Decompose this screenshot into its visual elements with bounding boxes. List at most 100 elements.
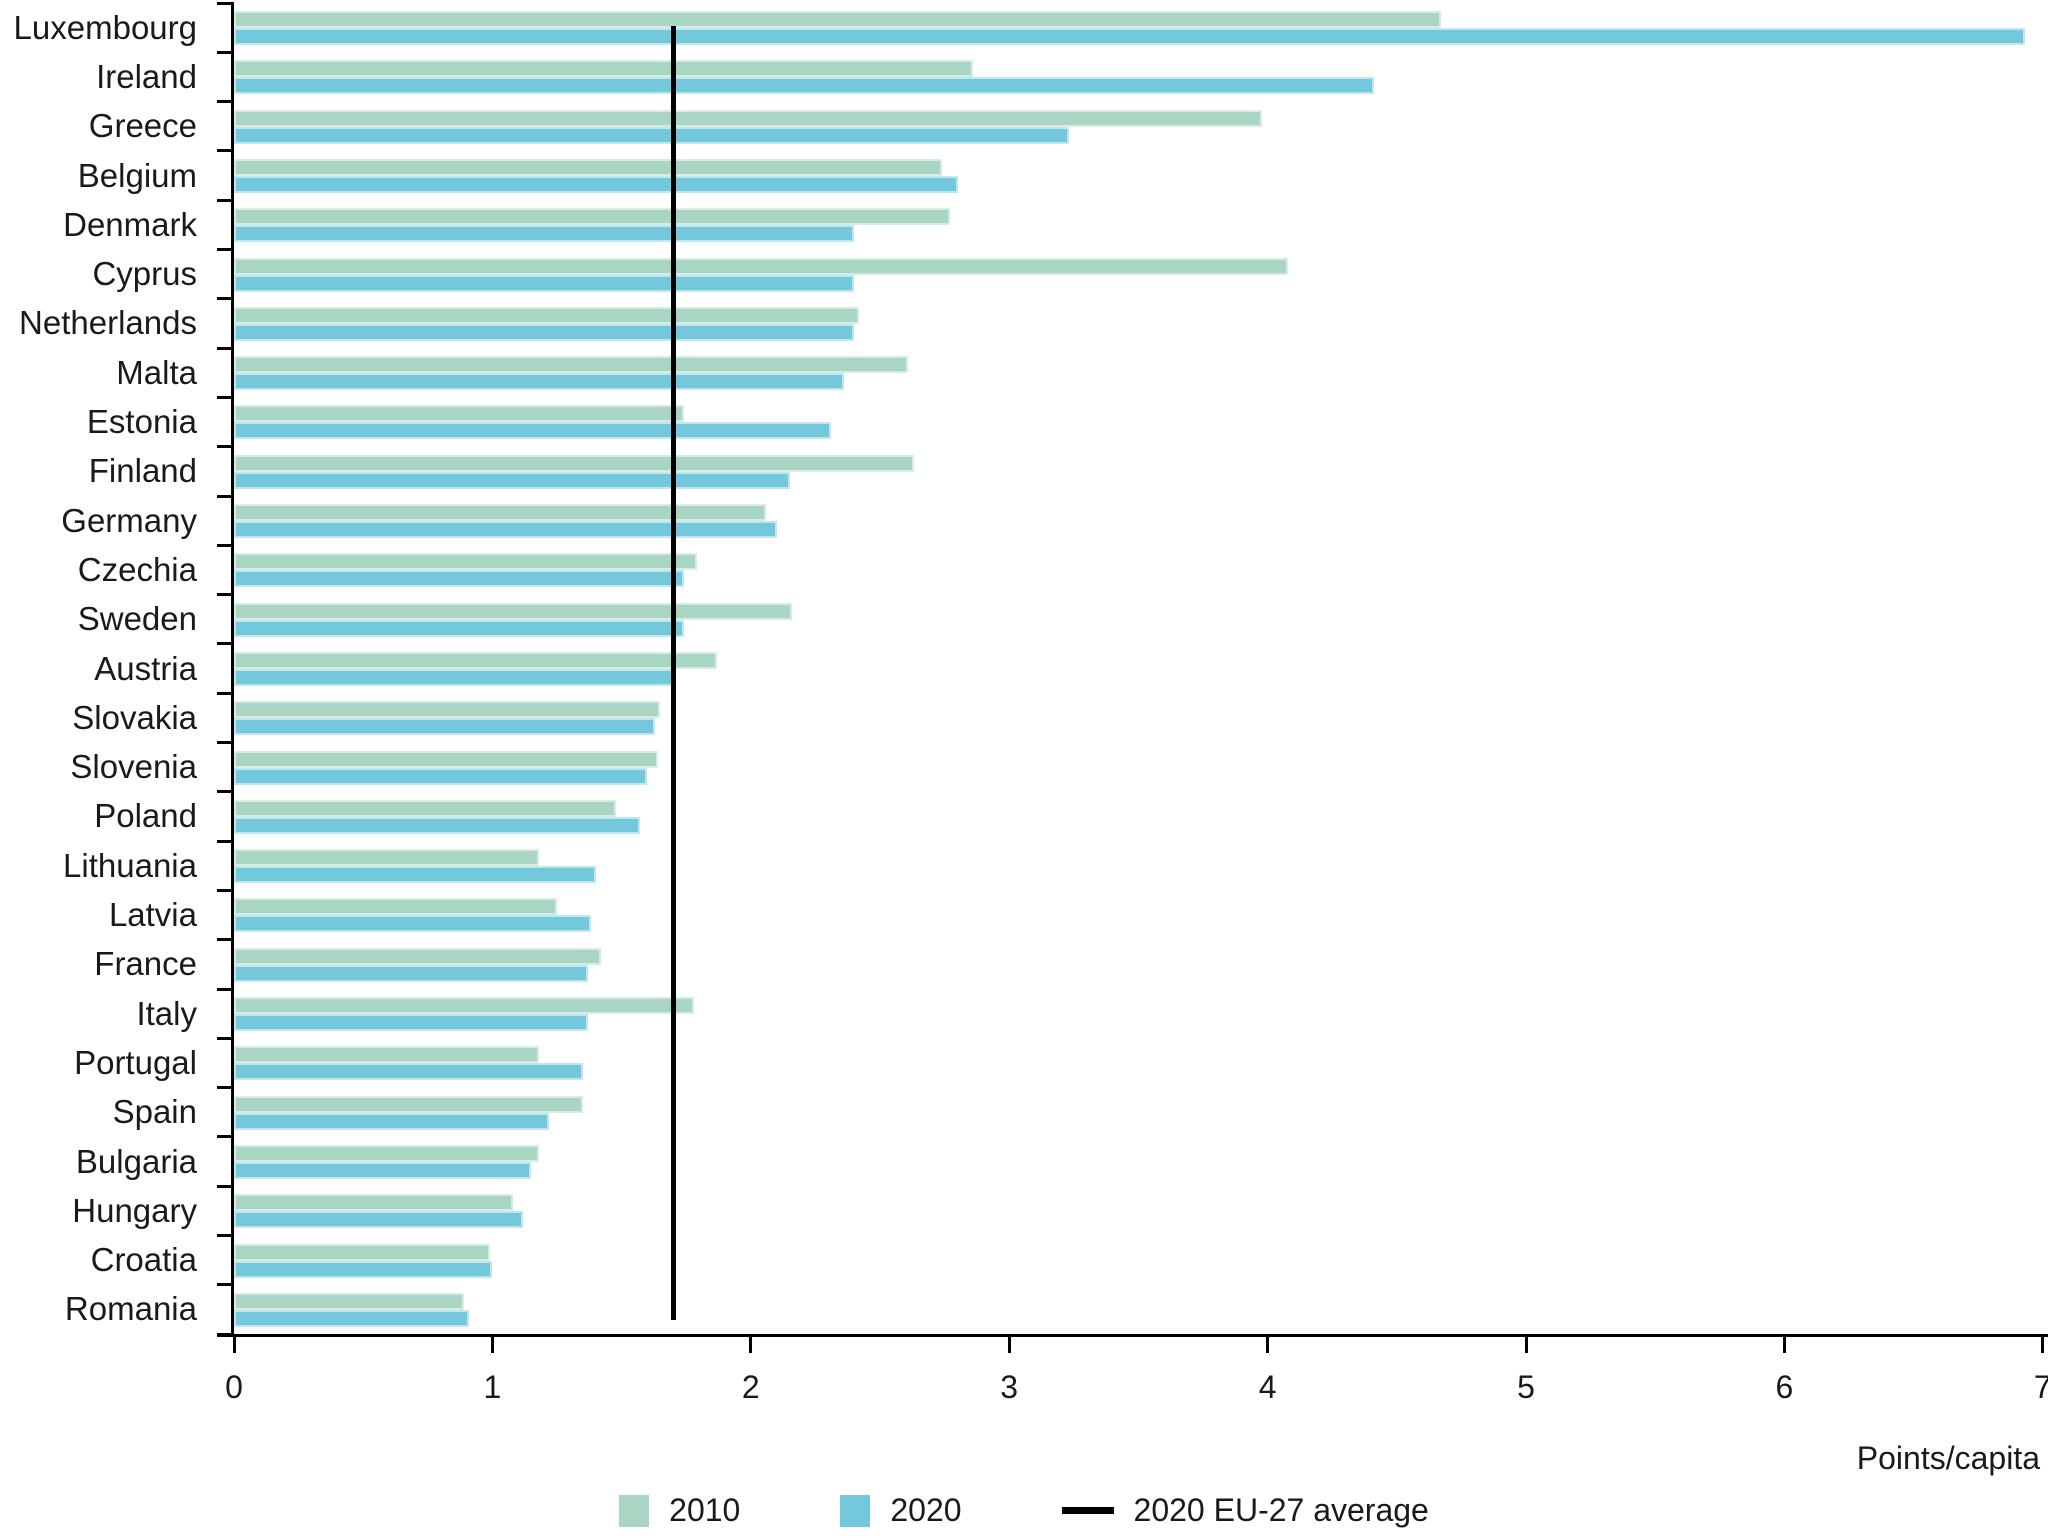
category-label: Latvia	[108, 896, 197, 934]
y-axis-tick	[217, 198, 231, 202]
category-label: Hungary	[72, 1191, 197, 1229]
bar-2020	[234, 816, 640, 834]
bar-2020	[234, 126, 1069, 144]
legend-label-2020: 2020	[890, 1492, 962, 1528]
bar-2020	[234, 1063, 583, 1081]
x-axis-tick	[490, 1337, 494, 1353]
bar-2010	[234, 60, 974, 78]
legend-item-avg: 2020 EU-27 average	[1061, 1492, 1429, 1529]
bar-2010	[234, 11, 1441, 28]
category-label: Slovakia	[72, 698, 197, 736]
bar-2020	[234, 767, 648, 785]
x-axis-title: Points/capita	[1856, 1440, 2040, 1476]
legend: 2010 2020 2020 EU-27 average	[0, 1492, 2048, 1529]
bar-2010	[234, 257, 1289, 275]
x-tick-label: 3	[1000, 1369, 1019, 1405]
category-label: Luxembourg	[13, 8, 197, 46]
y-axis-tick	[217, 395, 231, 399]
bar-2010	[234, 701, 661, 719]
bar-2020	[234, 1260, 493, 1278]
bar-2020	[234, 28, 2025, 45]
bar-2020	[234, 964, 588, 982]
y-axis-tick	[217, 1086, 231, 1090]
bar-2010	[234, 1144, 539, 1162]
bar-2010	[234, 799, 617, 817]
y-axis-tick	[217, 1036, 231, 1040]
y-axis-tick	[217, 494, 231, 498]
bar-2010	[234, 947, 601, 965]
bar-2020	[234, 1161, 532, 1179]
y-axis-tick	[217, 1332, 231, 1336]
bar-2020	[234, 1211, 524, 1229]
bar-2010	[234, 454, 914, 472]
bar-2020	[234, 619, 684, 637]
x-axis-tick	[749, 1337, 753, 1353]
bar-2010	[234, 1194, 514, 1212]
bar-2010	[234, 109, 1263, 127]
category-label: Cyprus	[92, 255, 197, 293]
y-axis-tick	[217, 297, 231, 301]
legend-swatch-2020-icon	[840, 1494, 871, 1527]
category-label: Finland	[88, 452, 197, 490]
y-axis-tick	[217, 642, 231, 646]
legend-label-2010: 2010	[669, 1492, 741, 1528]
x-axis-tick	[1266, 1337, 1270, 1353]
bar-2010	[234, 750, 658, 768]
bar-2020	[234, 521, 777, 538]
y-axis-tick	[217, 346, 231, 350]
y-axis-tick	[217, 1234, 231, 1237]
y-axis-tick	[217, 741, 231, 744]
y-axis-tick	[217, 248, 231, 251]
category-label: Romania	[64, 1290, 197, 1328]
y-axis-tick	[217, 987, 231, 991]
x-tick-label: 7	[2033, 1369, 2048, 1405]
bar-2020	[234, 1309, 470, 1327]
x-tick-label: 6	[1775, 1369, 1794, 1405]
x-tick-label: 1	[483, 1369, 502, 1405]
bar-2010	[234, 356, 909, 374]
x-axis-tick	[1007, 1337, 1011, 1353]
category-label: Germany	[61, 501, 197, 539]
category-label: Ireland	[96, 57, 197, 95]
bar-2010	[234, 1292, 464, 1310]
category-label: Spain	[112, 1093, 197, 1131]
x-tick-label: 4	[1258, 1369, 1277, 1405]
category-label: Belgium	[77, 156, 197, 194]
category-label: Estonia	[86, 403, 197, 441]
y-axis-tick	[217, 593, 231, 597]
category-label: Portugal	[74, 1043, 197, 1081]
legend-label-avg: 2020 EU-27 average	[1133, 1492, 1429, 1528]
bar-2010	[234, 1095, 583, 1113]
y-axis-tick	[217, 1184, 231, 1188]
bar-2010	[234, 602, 793, 620]
bar-2010	[234, 208, 950, 226]
y-axis-tick	[217, 445, 231, 449]
category-label: Lithuania	[63, 846, 197, 884]
bar-2020	[234, 570, 684, 588]
category-label: Poland	[94, 797, 197, 835]
category-label: Bulgaria	[75, 1142, 197, 1180]
bar-2010	[234, 651, 718, 669]
bar-2010	[234, 306, 860, 324]
y-axis-tick	[217, 790, 231, 794]
x-tick-label: 0	[225, 1369, 243, 1405]
bar-2020	[234, 866, 596, 884]
bar-2020	[234, 915, 591, 933]
y-axis-tick	[217, 1283, 231, 1287]
x-axis-tick	[1524, 1337, 1528, 1353]
legend-item-2010: 2010	[619, 1492, 740, 1529]
category-label: Denmark	[63, 205, 197, 243]
category-label: Croatia	[90, 1241, 197, 1279]
x-tick-label: 5	[1517, 1369, 1535, 1405]
bar-2010	[234, 158, 943, 176]
category-label: Austria	[94, 649, 197, 687]
legend-avg-line-icon	[1061, 1507, 1114, 1514]
y-axis-tick	[217, 50, 231, 54]
bar-2020	[234, 668, 676, 686]
x-axis-tick	[232, 1337, 236, 1353]
bar-2020	[234, 225, 855, 243]
bar-2010	[234, 504, 767, 521]
bar-2020	[234, 1014, 588, 1031]
